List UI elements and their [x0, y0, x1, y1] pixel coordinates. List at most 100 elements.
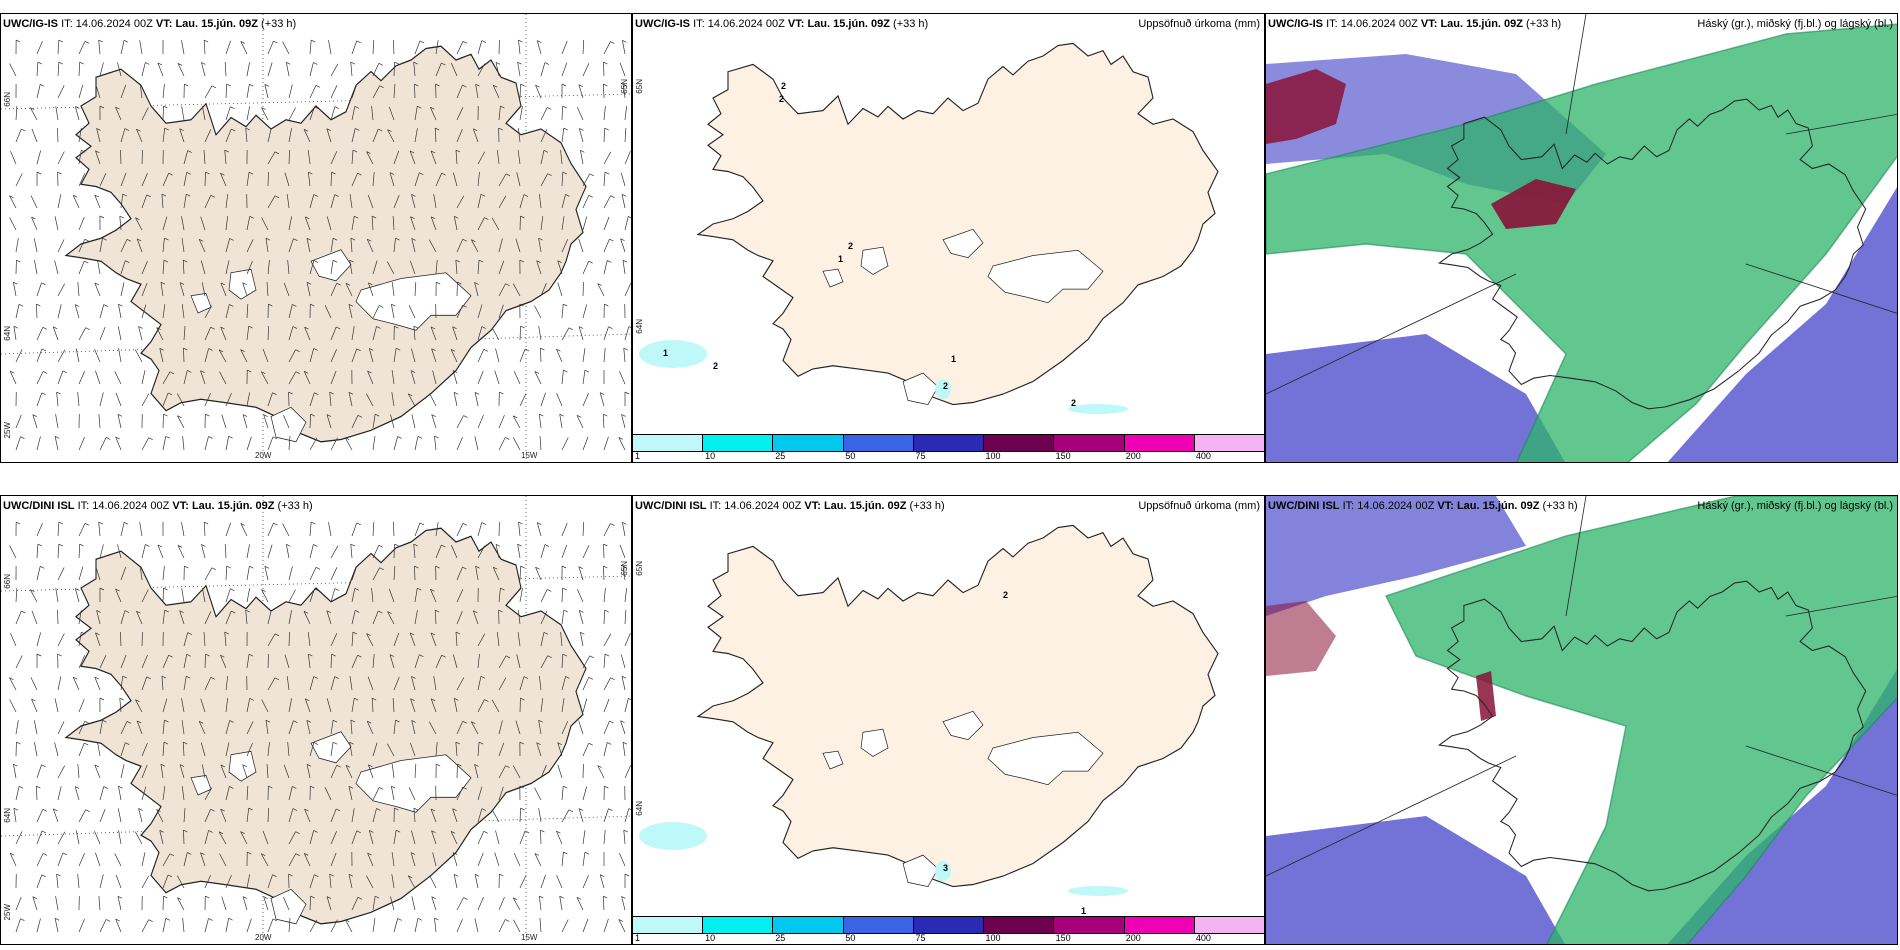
panel-title: UWC/DINI ISL IT: 14.06.2024 00Z VT: Lau.… [3, 500, 313, 512]
it-label: IT: [77, 500, 90, 512]
glacier [902, 854, 939, 888]
colorbar-label: 25 [775, 451, 786, 461]
precip-area [1068, 886, 1128, 896]
precip-colorbar: 1 10 25 50 75 100 150 200 400 [633, 434, 1264, 462]
vt-value: Lau. 15.jún. 09Z [823, 500, 907, 512]
it-value: 14.06.2024 00Z [1340, 18, 1418, 30]
colorbar-label: 200 [1125, 933, 1141, 943]
glacier [987, 731, 1104, 786]
colorbar-swatch [773, 917, 844, 933]
colorbar-swatch [984, 435, 1055, 451]
model-name: UWC/DINI ISL [635, 500, 707, 512]
iceland-coastline [1437, 580, 1867, 892]
precip-contour-label: 2 [1071, 398, 1076, 408]
iceland-land [64, 527, 587, 925]
panel-igis-cloud: UWC/IG-IS IT: 14.06.2024 00Z VT: Lau. 15… [1265, 13, 1898, 463]
vt-label: VT: [804, 500, 821, 512]
lon-label-20w: 20W [255, 933, 272, 942]
vt-label: VT: [155, 18, 173, 30]
glacier [355, 272, 472, 331]
panel-title: UWC/DINI ISL IT: 14.06.2024 00Z VT: Lau.… [1268, 500, 1578, 512]
precip-contour-label: 2 [1003, 590, 1008, 600]
colorbar-label: 400 [1195, 451, 1211, 461]
mid-cloud-area [1266, 816, 1565, 944]
colorbar-label: 10 [705, 451, 716, 461]
glacier [270, 888, 307, 925]
precip-contour-label: 1 [663, 348, 668, 358]
colorbar-swatch [1194, 917, 1264, 933]
wind-barbs [9, 39, 631, 451]
cloud-map [1266, 14, 1897, 462]
mid-cloud-area [1266, 496, 1526, 616]
precip-area [935, 861, 951, 881]
precip-contour-label: 1 [951, 354, 956, 364]
precip-contour-label: 1 [838, 254, 843, 264]
low-cloud-area [1491, 179, 1576, 229]
panel-right-title: Uppsöfnuð úrkoma (mm) [1138, 500, 1260, 512]
colorbar-label: 1 [635, 933, 641, 943]
colorbar-swatch [633, 435, 704, 451]
low-cloud-area [1476, 671, 1496, 721]
iceland-land [696, 524, 1219, 888]
lat-label-65n: 65N [635, 561, 644, 576]
lat-label-66n: 66N [3, 92, 12, 107]
panel-dini-precip: UWC/DINI ISL IT: 14.06.2024 00Z VT: Lau.… [632, 495, 1265, 945]
lead-time: (+33 h) [277, 500, 313, 512]
model-name: UWC/DINI ISL [1268, 500, 1340, 512]
vt-value: Lau. 15.jún. 09Z [1440, 18, 1523, 30]
mid-cloud-area [1266, 334, 1565, 462]
colorbar-swatch [773, 435, 844, 451]
colorbar-swatch [1194, 435, 1264, 451]
panel-dini-wind: UWC/DINI ISL IT: 14.06.2024 00Z VT: Lau.… [0, 495, 632, 945]
colorbar-swatch [913, 435, 985, 451]
cloud-map [1266, 496, 1897, 944]
glacier [860, 728, 889, 757]
lead-time: (+33 h) [1542, 500, 1578, 512]
vt-label: VT: [1420, 18, 1438, 30]
colorbar-label: 200 [1125, 451, 1141, 461]
it-value: 14.06.2024 00Z [75, 18, 153, 30]
lead-time: (+33 h) [893, 18, 929, 30]
lat-label-65n-right: 65N [620, 79, 629, 94]
lon-label-25w: 25W [3, 422, 12, 439]
iceland-land [696, 42, 1219, 406]
glacier [860, 246, 889, 275]
it-value: 14.06.2024 00Z [707, 18, 785, 30]
glacier [822, 750, 844, 770]
colorbar-label: 1 [635, 451, 641, 461]
precip-contour-label: 2 [779, 94, 784, 104]
precip-contour-label: 2 [848, 241, 853, 251]
low-cloud-area [1266, 69, 1346, 144]
precip-contour-label: 3 [943, 863, 948, 873]
iceland-coastline [1437, 98, 1867, 410]
glacier [902, 372, 939, 406]
colorbar-swatch [1124, 917, 1195, 933]
model-name: UWC/DINI ISL [3, 500, 75, 512]
colorbar-swatches [633, 434, 1264, 452]
lat-label-65n-right: 65N [620, 561, 629, 576]
precip-area [935, 379, 951, 399]
colorbar-label: 75 [915, 933, 926, 943]
colorbar-label: 50 [845, 933, 856, 943]
colorbar-label: 50 [845, 451, 856, 461]
colorbar-label: 25 [775, 933, 786, 943]
lat-label-65n: 65N [635, 79, 644, 94]
lon-label-15w: 15W [521, 933, 538, 942]
precip-area [639, 340, 707, 368]
panel-title: UWC/IG-IS IT: 14.06.2024 00Z VT: Lau. 15… [635, 18, 928, 30]
it-label: IT: [61, 18, 73, 30]
colorbar-swatch [843, 917, 914, 933]
lon-label-25w: 25W [3, 904, 12, 921]
glacier [987, 249, 1104, 304]
vt-value: Lau. 15.jún. 09Z [191, 500, 275, 512]
colorbar-label: 100 [985, 933, 1001, 943]
glacier [355, 754, 472, 813]
precip-contour-label: 1 [1081, 906, 1086, 916]
it-label: IT: [709, 500, 722, 512]
glacier [942, 228, 984, 259]
lon-label-15w: 15W [521, 451, 538, 460]
wind-map [1, 496, 631, 944]
it-label: IT: [1326, 18, 1338, 30]
precip-colorbar: 1 10 25 50 75 100 150 200 400 [633, 916, 1264, 944]
